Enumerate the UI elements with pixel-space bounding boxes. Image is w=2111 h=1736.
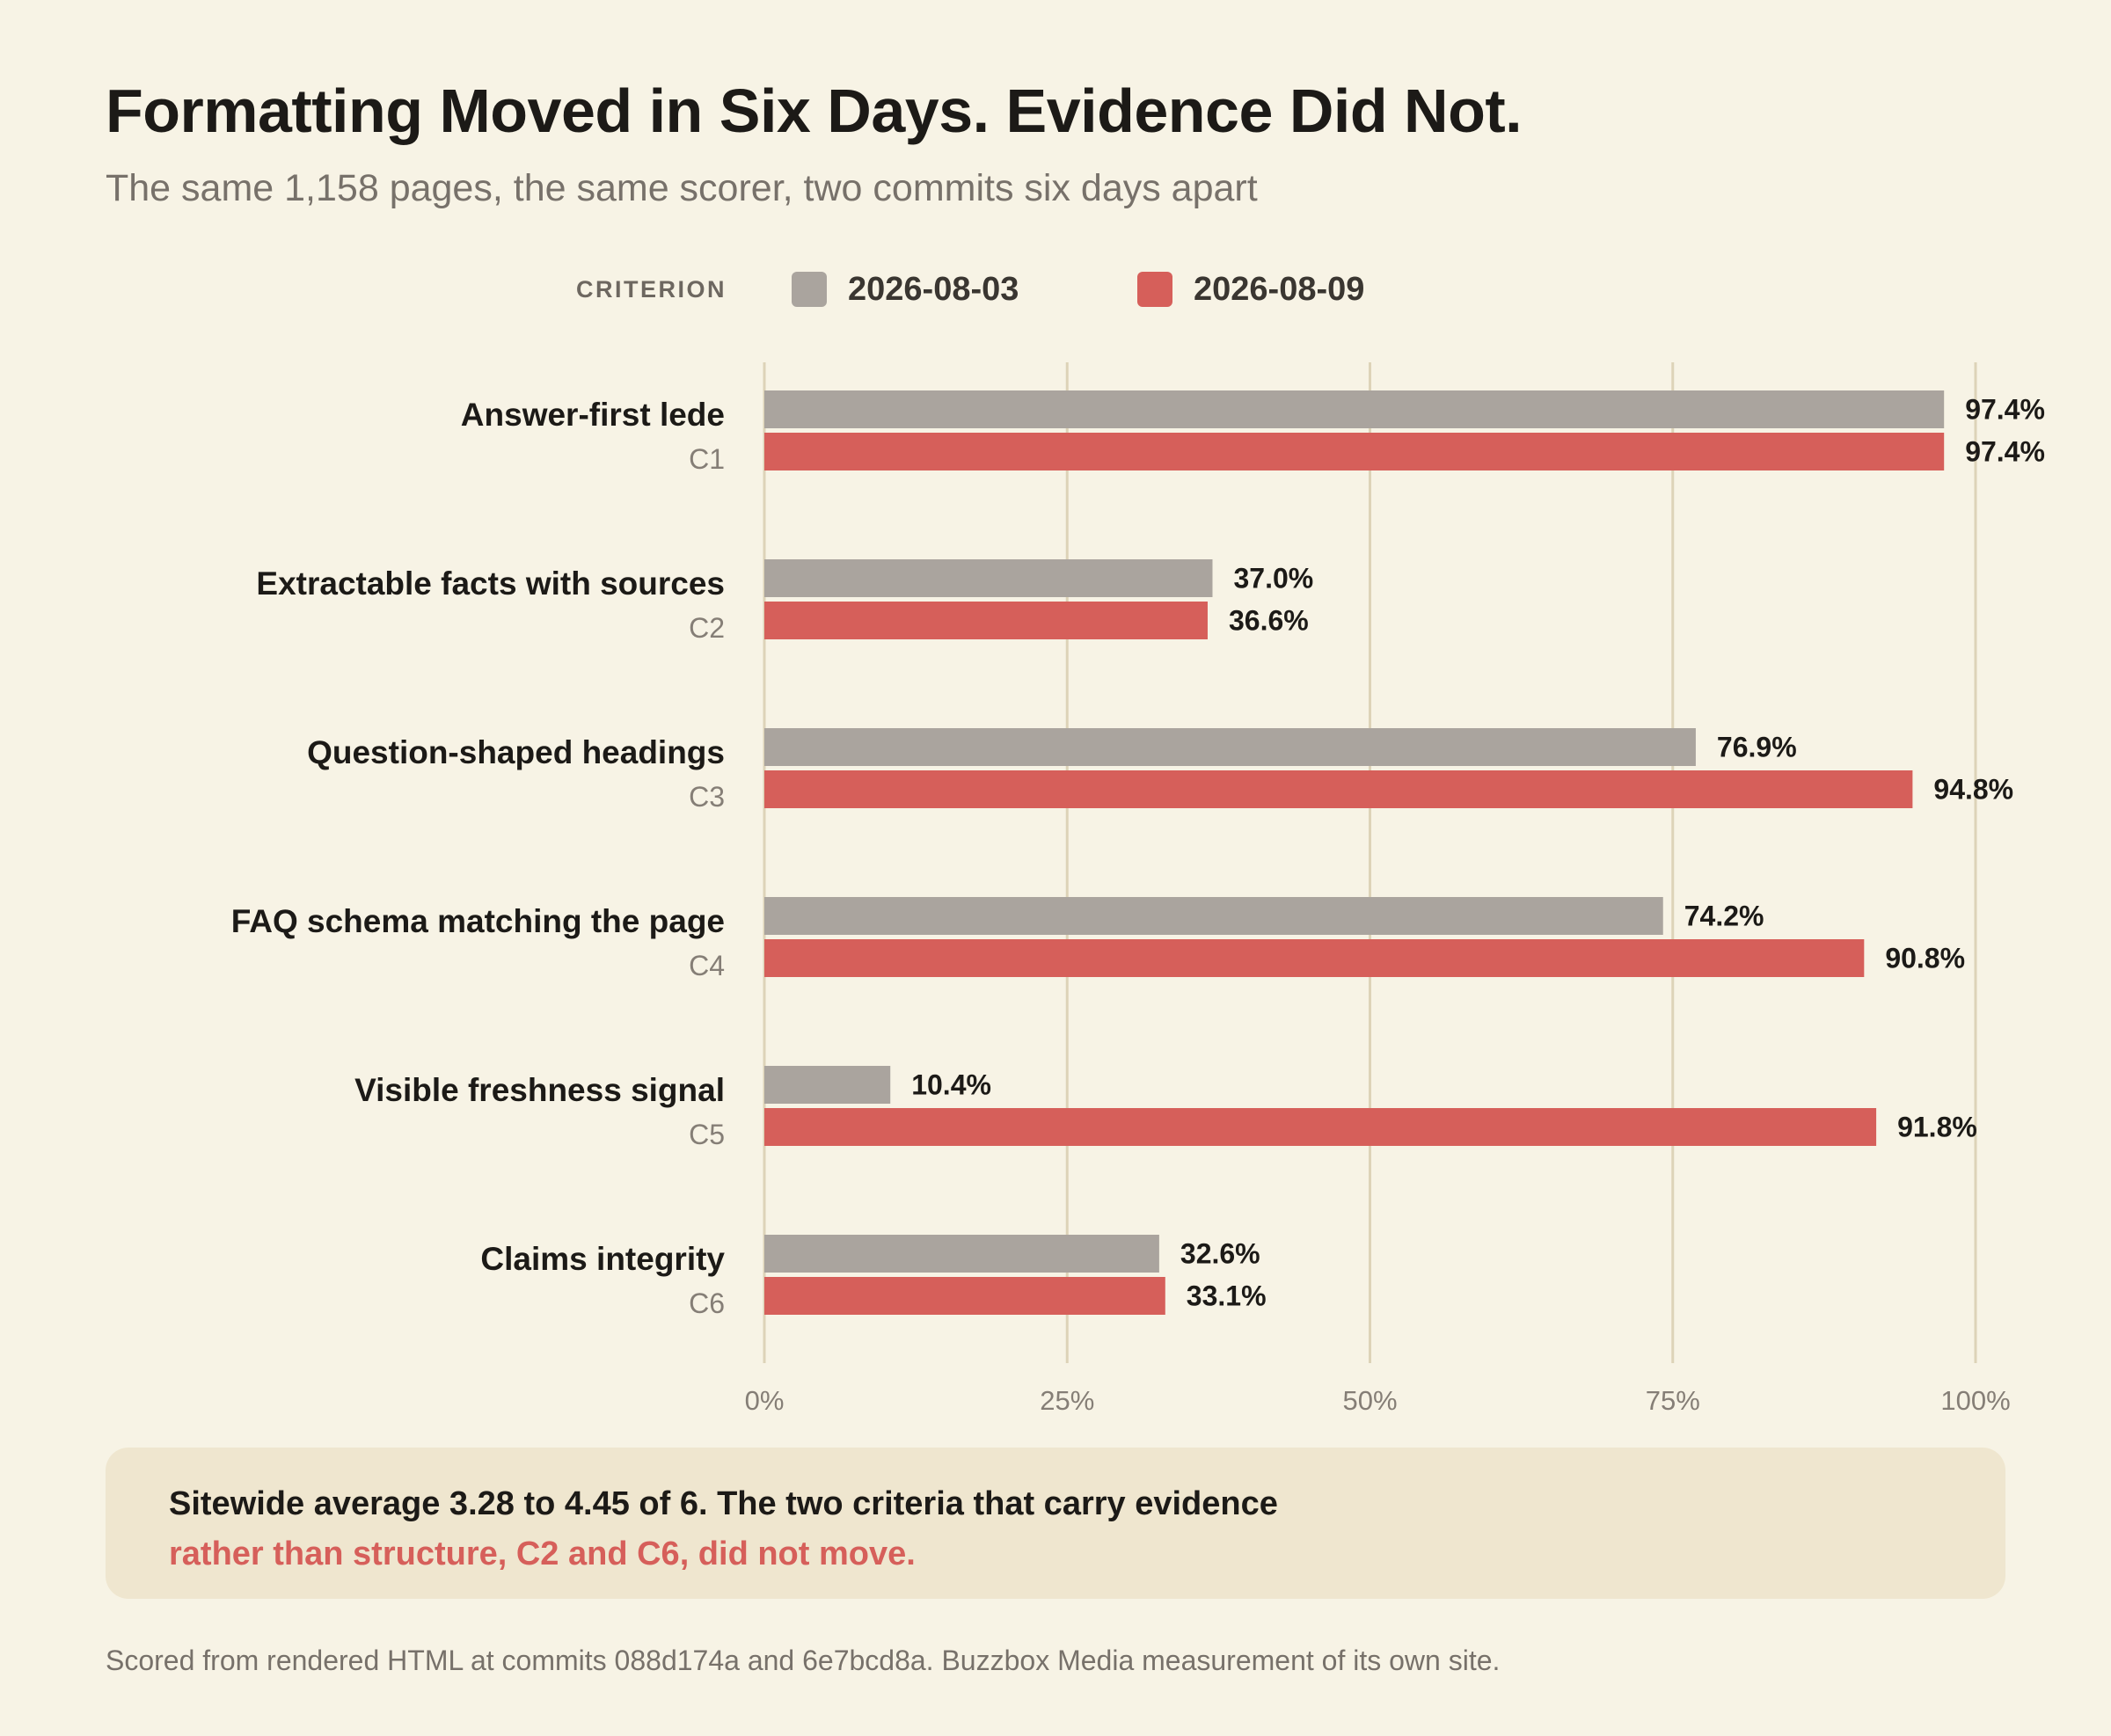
bar-c5-series-2 bbox=[764, 1108, 1877, 1146]
bar-c2-series-2 bbox=[764, 602, 1208, 639]
category-label: Answer-first lede bbox=[461, 397, 725, 433]
bar-c4-series-2 bbox=[764, 939, 1865, 977]
value-label: 36.6% bbox=[1229, 605, 1309, 637]
bar-c6-series-1 bbox=[764, 1235, 1159, 1273]
bar-c3-series-2 bbox=[764, 770, 1913, 808]
category-label: Question-shaped headings bbox=[307, 734, 725, 770]
value-label: 91.8% bbox=[1897, 1112, 1977, 1143]
callout-box: Sitewide average 3.28 to 4.45 of 6. The … bbox=[106, 1448, 2005, 1599]
category-code: C4 bbox=[689, 950, 725, 981]
value-label: 94.8% bbox=[1933, 774, 2013, 806]
legend-label: 2026-08-03 bbox=[848, 270, 1019, 308]
value-label: 37.0% bbox=[1233, 563, 1313, 594]
value-label: 10.4% bbox=[911, 1069, 991, 1101]
legend-swatch-gray bbox=[792, 272, 827, 307]
value-label: 32.6% bbox=[1180, 1238, 1260, 1270]
category-label: Extractable facts with sources bbox=[256, 565, 725, 602]
category-code: C5 bbox=[689, 1119, 725, 1150]
category-label: Visible freshness signal bbox=[354, 1072, 725, 1108]
bar-c5-series-1 bbox=[764, 1066, 891, 1104]
value-label: 90.8% bbox=[1885, 943, 1965, 974]
bar-c2-series-1 bbox=[764, 559, 1213, 597]
bar-c1-series-2 bbox=[764, 433, 1945, 470]
category-code: C2 bbox=[689, 612, 725, 644]
x-tick-label: 50% bbox=[1342, 1385, 1397, 1416]
x-tick-label: 75% bbox=[1646, 1385, 1700, 1416]
chart-subtitle: The same 1,158 pages, the same scorer, t… bbox=[106, 167, 1258, 209]
callout-highlight: rather than structure, C2 and C6, did no… bbox=[169, 1535, 916, 1572]
bar-chart: 0% 25% 50% 75% 100% 97.4% 97.4% Answer-first le… bbox=[231, 362, 2045, 1416]
category-code: C1 bbox=[689, 443, 725, 475]
x-tick-label: 100% bbox=[1940, 1385, 2010, 1416]
value-label: 97.4% bbox=[1965, 436, 2045, 468]
callout-text: Sitewide average 3.28 to 4.45 of 6. The … bbox=[169, 1485, 1278, 1522]
bar-c1-series-1 bbox=[764, 390, 1945, 428]
category-label: FAQ schema matching the page bbox=[231, 903, 725, 939]
bar-c6-series-2 bbox=[764, 1277, 1165, 1315]
category-code: C3 bbox=[689, 781, 725, 813]
category-code: C6 bbox=[689, 1287, 725, 1319]
value-label: 97.4% bbox=[1965, 394, 2045, 426]
legend-label: 2026-08-09 bbox=[1194, 270, 1365, 308]
value-label: 74.2% bbox=[1684, 901, 1764, 932]
chart-title: Formatting Moved in Six Days. Evidence D… bbox=[106, 77, 1523, 145]
footnote: Scored from rendered HTML at commits 088… bbox=[106, 1645, 1501, 1676]
bar-c3-series-1 bbox=[764, 728, 1696, 766]
legend-swatch-red bbox=[1137, 272, 1172, 307]
category-label: Claims integrity bbox=[480, 1241, 725, 1277]
value-label: 33.1% bbox=[1187, 1280, 1267, 1312]
x-tick-label: 25% bbox=[1040, 1385, 1094, 1416]
bar-c4-series-1 bbox=[764, 897, 1663, 935]
legend-item-2026-08-03: 2026-08-03 bbox=[792, 269, 1019, 310]
legend-title: CRITERION bbox=[576, 276, 727, 303]
x-tick-label: 0% bbox=[745, 1385, 785, 1416]
value-label: 76.9% bbox=[1717, 732, 1797, 763]
legend-item-2026-08-09: 2026-08-09 bbox=[1137, 269, 1364, 310]
